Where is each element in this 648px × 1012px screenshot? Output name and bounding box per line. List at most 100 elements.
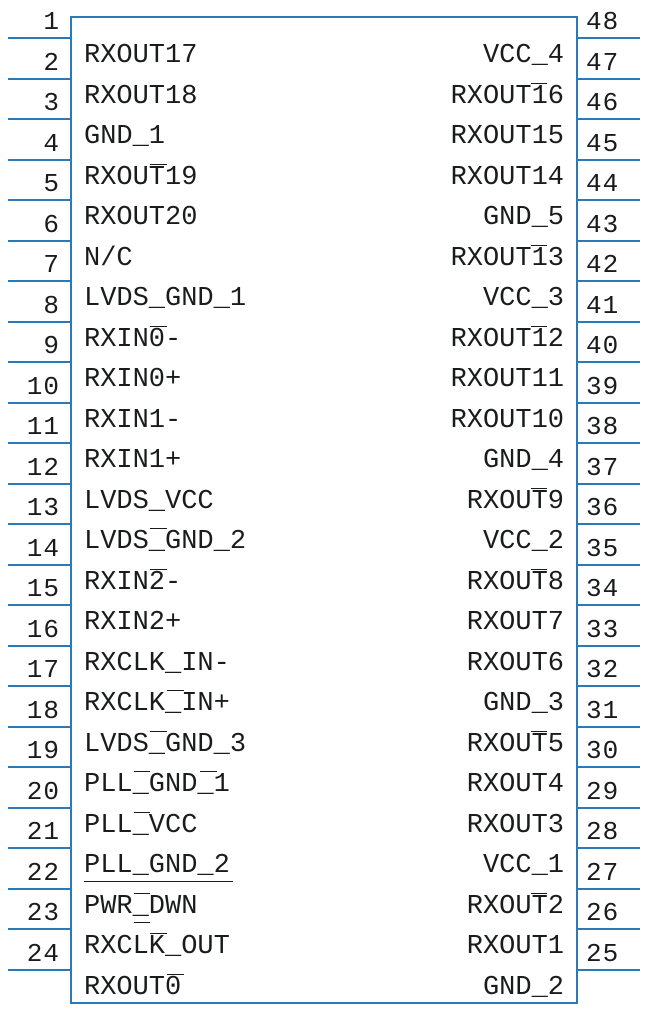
- pin-lead-left: [8, 159, 70, 161]
- pin-label: RXOUT13: [451, 244, 564, 274]
- pin-number: 35: [586, 534, 636, 564]
- pin-label: GND_4: [483, 446, 564, 476]
- pin-label: RXOUT4: [467, 770, 564, 800]
- overline: [531, 245, 548, 246]
- pin-number: 7: [10, 250, 60, 280]
- pin-lead-right: [578, 928, 640, 930]
- pin-lead-left: [8, 37, 70, 39]
- pin-number: 29: [586, 777, 636, 807]
- pin-lead-right: [578, 280, 640, 282]
- pin-label: RXOUT15: [451, 122, 564, 152]
- pin-number: 1: [10, 7, 60, 37]
- pin-number: 30: [586, 736, 636, 766]
- pin-label: RXIN1-: [84, 406, 181, 436]
- overline: [531, 731, 548, 732]
- pin-lead-left: [8, 888, 70, 890]
- pin-label: RXIN1+: [84, 446, 181, 476]
- pin-number: 13: [10, 493, 60, 523]
- pin-label: RXOUT14: [451, 163, 564, 193]
- pin-label: RXOUT2: [467, 892, 564, 922]
- pin-label: RXOUT12: [451, 325, 564, 355]
- pin-label: PWR_DWN: [84, 892, 197, 922]
- overline: [200, 771, 217, 772]
- pin-number: 2: [10, 48, 60, 78]
- pin-label: LVDS_VCC: [84, 487, 214, 517]
- pin-label: RXOUT6: [467, 649, 564, 679]
- overline: [531, 326, 548, 327]
- overline: [134, 812, 151, 813]
- underline: [84, 881, 233, 882]
- pin-lead-left: [8, 564, 70, 566]
- overline: [531, 893, 548, 894]
- pin-number: 20: [10, 777, 60, 807]
- pin-number: 32: [586, 655, 636, 685]
- pin-label: VCC_4: [483, 41, 564, 71]
- pin-number: 46: [586, 88, 636, 118]
- pin-lead-right: [578, 645, 640, 647]
- pin-label: LVDS_GND_2: [84, 527, 246, 557]
- pin-number: 48: [586, 7, 636, 37]
- overline: [167, 690, 184, 691]
- pin-label: RXIN0-: [84, 325, 181, 355]
- pin-label: RXOUT18: [84, 82, 197, 112]
- pin-label: RXOUT5: [467, 730, 564, 760]
- pin-lead-left: [8, 321, 70, 323]
- pin-number: 14: [10, 534, 60, 564]
- pin-lead-right: [578, 766, 640, 768]
- pin-number: 34: [586, 574, 636, 604]
- pin-lead-right: [578, 523, 640, 525]
- pin-label: RXOUT7: [467, 608, 564, 638]
- pin-lead-right: [578, 807, 640, 809]
- pin-lead-right: [578, 240, 640, 242]
- pin-lead-left: [8, 766, 70, 768]
- pin-number: 22: [10, 858, 60, 888]
- pin-label: LVDS_GND_1: [84, 284, 246, 314]
- overline: [150, 731, 167, 732]
- pin-lead-left: [8, 402, 70, 404]
- pin-lead-right: [578, 564, 640, 566]
- pin-number: 36: [586, 493, 636, 523]
- pin-label: N/C: [84, 244, 133, 274]
- overline: [531, 488, 548, 489]
- pin-lead-right: [578, 604, 640, 606]
- pin-label: RXOUT20: [84, 203, 197, 233]
- pin-lead-right: [578, 159, 640, 161]
- pin-number: 45: [586, 129, 636, 159]
- pin-label: RXOUT9: [467, 487, 564, 517]
- pin-number: 31: [586, 696, 636, 726]
- pin-number: 26: [586, 898, 636, 928]
- pin-number: 17: [10, 655, 60, 685]
- pin-lead-right: [578, 361, 640, 363]
- pin-label: GND_2: [483, 973, 564, 1003]
- pin-label: VCC_3: [483, 284, 564, 314]
- pin-label: GND_3: [483, 689, 564, 719]
- pin-label: RXOUT11: [451, 365, 564, 395]
- pin-lead-left: [8, 361, 70, 363]
- pin-number: 28: [586, 817, 636, 847]
- overline: [134, 893, 151, 894]
- overline: [150, 569, 167, 570]
- pin-number: 47: [586, 48, 636, 78]
- pin-number: 19: [10, 736, 60, 766]
- pin-number: 15: [10, 574, 60, 604]
- pin-lead-right: [578, 37, 640, 39]
- underline: [134, 922, 151, 923]
- pin-label: RXOUT0: [84, 973, 181, 1003]
- pin-label: VCC_1: [483, 851, 564, 881]
- pin-label: RXOUT8: [467, 568, 564, 598]
- pin-label: VCC_2: [483, 527, 564, 557]
- pin-label: RXIN2-: [84, 568, 181, 598]
- pin-lead-left: [8, 523, 70, 525]
- pin-lead-right: [578, 847, 640, 849]
- pin-label: RXCLK_IN+: [84, 689, 230, 719]
- pin-lead-left: [8, 240, 70, 242]
- pin-label: PLL_VCC: [84, 811, 197, 841]
- pin-label: RXOUT1: [467, 932, 564, 962]
- pin-lead-left: [8, 847, 70, 849]
- pin-lead-left: [8, 118, 70, 120]
- pin-number: 18: [10, 696, 60, 726]
- pin-label: GND_5: [483, 203, 564, 233]
- pin-lead-left: [8, 969, 70, 971]
- pin-lead-left: [8, 280, 70, 282]
- pin-number: 3: [10, 88, 60, 118]
